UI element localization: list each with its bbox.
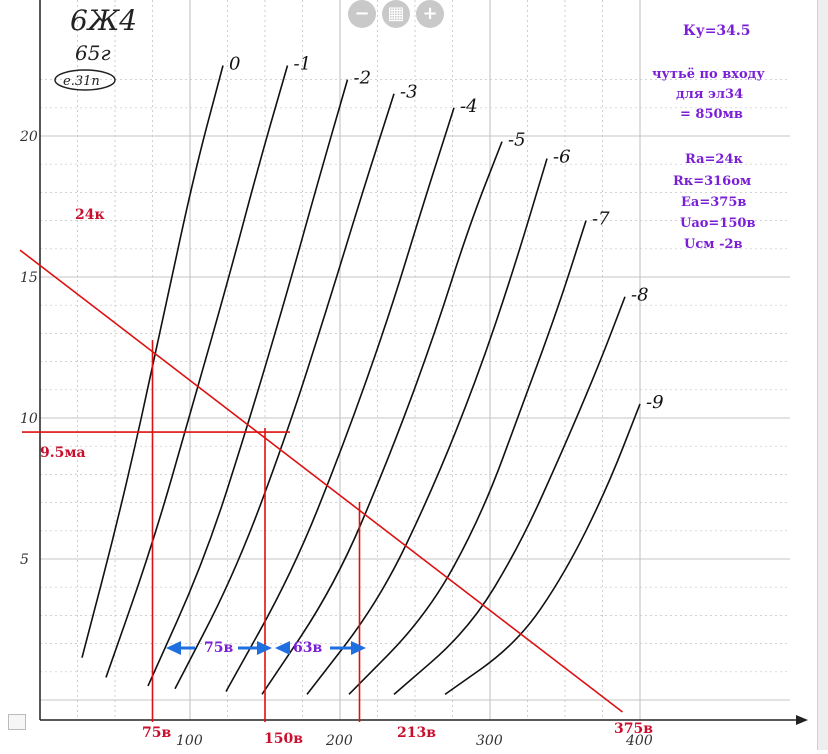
delta-label-left: 75в (204, 640, 233, 656)
tick-labels: 100 200 300 400 5 10 15 20 (19, 129, 653, 749)
arrow-left-a-head (166, 641, 181, 655)
red-annotations: 24к 9.5ма 75в 150в 213в 375в (40, 207, 653, 747)
current-label: 9.5ма (40, 445, 86, 461)
y-tick-label: 15 (20, 270, 38, 286)
info-ea: Ea=375в (681, 195, 746, 210)
viewer-toolbar: − ▦ + (348, 0, 444, 28)
plate-curve (81, 65, 224, 658)
load-resistance-label: 24к (75, 207, 105, 223)
info-sens-1: чутьё по входу (652, 67, 765, 82)
info-uao: Uao=150в (680, 216, 756, 231)
curve-label: 0 (229, 54, 240, 75)
plate-curve (174, 93, 395, 690)
curve-label: -3 (400, 82, 418, 103)
x-axis-arrow (796, 715, 808, 725)
curve-label: -2 (354, 68, 372, 89)
info-block: Ку=34.5 чутьё по входу для эл34 = 850мв … (652, 23, 765, 252)
y-tick-label: 20 (19, 129, 38, 145)
voltage-label-150: 150в (264, 731, 303, 747)
x-tick-label: 100 (176, 733, 203, 749)
tube-year: 65г (75, 41, 111, 65)
plate-curve (261, 141, 503, 695)
info-sens-2: для эл34 (676, 87, 743, 102)
info-gain: Ку=34.5 (683, 23, 751, 39)
page-corner-widget (8, 714, 26, 730)
note-oval (54, 69, 116, 91)
plate-curve (393, 296, 626, 695)
y-tick-label: 5 (20, 552, 29, 568)
delta-label-right: 63в (293, 640, 322, 656)
zoom-out-button[interactable]: − (348, 0, 376, 28)
grid (39, 0, 790, 720)
plate-curve (444, 403, 641, 696)
arrow-right-b-head (351, 641, 366, 655)
curve-label: -8 (631, 285, 649, 306)
axes (39, 0, 808, 725)
curve-label: -9 (646, 392, 664, 413)
arrow-right-a-head (275, 641, 290, 655)
curve-label: -1 (294, 54, 312, 75)
x-tick-label: 200 (325, 733, 353, 749)
fit-page-button[interactable]: ▦ (382, 0, 410, 28)
plate-curve (105, 65, 289, 678)
plate-curve (147, 79, 349, 687)
info-rk: Rк=316ом (673, 174, 751, 189)
curve-label: -6 (553, 147, 571, 168)
tube-note: е.31п (63, 74, 100, 89)
zoom-in-button[interactable]: + (416, 0, 444, 28)
voltage-label-75: 75в (142, 725, 171, 741)
delta-arrows: 75в 63в (166, 640, 366, 656)
plate-curve (348, 220, 587, 695)
info-ucm: Uсм -2в (684, 237, 743, 252)
plate-curve (306, 158, 548, 695)
load-line (19, 249, 623, 713)
tube-type: 6Ж4 (70, 4, 137, 37)
arrow-left-b-head (257, 641, 272, 655)
plate-curve (225, 107, 455, 692)
curve-label: -7 (592, 209, 610, 230)
window-scrollbar[interactable] (817, 0, 828, 750)
load-line-overlay (19, 249, 623, 722)
curve-label: -4 (460, 96, 478, 117)
curve-label: -5 (508, 130, 526, 151)
curve-labels: 0 -1 -2 -3 -4 -5 -6 -7 -8 -9 (229, 54, 664, 413)
voltage-label-375: 375в (614, 721, 653, 737)
x-tick-label: 300 (476, 733, 503, 749)
x-tick-label: 400 (625, 733, 653, 749)
y-tick-label: 10 (20, 411, 38, 427)
voltage-label-213: 213в (397, 725, 436, 741)
info-sens-3: = 850мв (680, 107, 743, 122)
info-ra: Ra=24к (685, 152, 744, 167)
